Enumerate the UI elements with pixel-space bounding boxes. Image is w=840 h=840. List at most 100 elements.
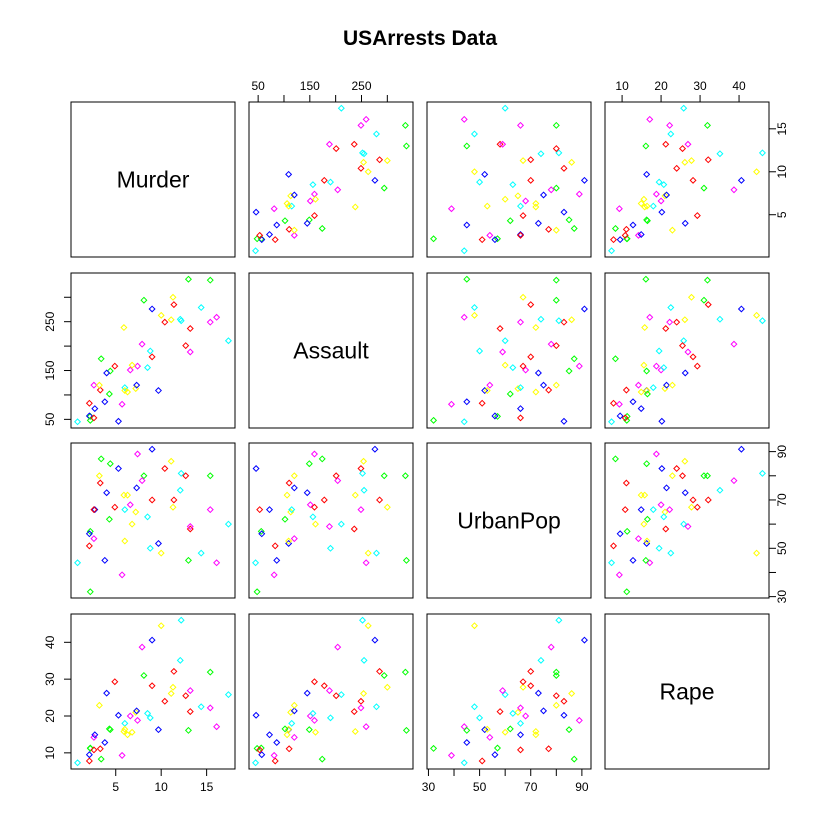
- point: [357, 506, 365, 514]
- point: [634, 535, 642, 543]
- point: [463, 221, 471, 229]
- point: [517, 202, 525, 210]
- point: [380, 671, 388, 679]
- point: [522, 712, 530, 720]
- point: [460, 418, 468, 426]
- point: [124, 388, 132, 396]
- point: [447, 400, 455, 408]
- point: [460, 247, 468, 255]
- point: [360, 457, 368, 465]
- point: [305, 460, 313, 468]
- point: [285, 479, 293, 487]
- point: [350, 708, 358, 716]
- point: [519, 293, 527, 301]
- x-tick-label: 30: [422, 780, 436, 794]
- point: [144, 513, 152, 521]
- point: [501, 728, 509, 736]
- point: [303, 689, 311, 697]
- point: [305, 216, 313, 224]
- point: [169, 683, 177, 691]
- point: [716, 150, 724, 158]
- point: [662, 525, 670, 533]
- point: [663, 191, 671, 199]
- point: [95, 472, 103, 480]
- point: [376, 667, 384, 675]
- point: [506, 725, 514, 733]
- point: [568, 316, 576, 324]
- point: [310, 190, 318, 198]
- point: [660, 364, 668, 372]
- point: [103, 689, 111, 697]
- point: [611, 355, 619, 363]
- point: [285, 202, 293, 210]
- point: [121, 384, 129, 392]
- point: [649, 506, 657, 514]
- point: [545, 386, 553, 394]
- point: [120, 324, 128, 332]
- point: [148, 682, 156, 690]
- point: [270, 571, 278, 579]
- point: [96, 745, 104, 753]
- y-tick-label: 50: [43, 412, 57, 426]
- point: [182, 472, 190, 480]
- point: [197, 304, 205, 312]
- point: [148, 305, 156, 313]
- point: [615, 571, 623, 579]
- point: [668, 381, 676, 389]
- point: [186, 325, 194, 333]
- point: [519, 683, 527, 691]
- point: [509, 364, 517, 372]
- point: [616, 236, 624, 244]
- point: [360, 486, 368, 494]
- point: [86, 527, 94, 535]
- point: [641, 491, 649, 499]
- point: [106, 367, 114, 375]
- point: [758, 149, 766, 157]
- point: [730, 477, 738, 485]
- chart-title: USArrests Data: [343, 27, 497, 50]
- point: [114, 417, 122, 425]
- y-tick-label: 10: [775, 165, 789, 179]
- point: [290, 535, 298, 543]
- point: [186, 687, 194, 695]
- point: [737, 305, 745, 313]
- point: [306, 501, 314, 509]
- point: [514, 708, 522, 716]
- point: [182, 692, 190, 700]
- point: [687, 293, 695, 301]
- point: [303, 489, 311, 497]
- point: [337, 691, 345, 699]
- point: [481, 387, 489, 395]
- point: [128, 520, 136, 528]
- point: [532, 324, 540, 332]
- point: [700, 184, 708, 192]
- point: [311, 195, 320, 203]
- point: [758, 469, 766, 477]
- diag-label-murder: Murder: [117, 167, 190, 193]
- point: [106, 460, 114, 468]
- point: [547, 186, 555, 194]
- point: [154, 387, 162, 395]
- point: [514, 192, 522, 200]
- point: [252, 759, 260, 767]
- point: [430, 416, 438, 424]
- point: [360, 158, 368, 166]
- point: [534, 689, 542, 697]
- x-tick-label: 40: [732, 79, 746, 93]
- x-tick-label: 150: [300, 79, 320, 93]
- point: [371, 445, 379, 453]
- point: [85, 399, 93, 407]
- point: [364, 168, 372, 176]
- point: [121, 506, 129, 514]
- point: [545, 745, 553, 753]
- point: [668, 226, 676, 234]
- point: [148, 496, 156, 504]
- point: [320, 682, 328, 690]
- point: [637, 405, 645, 413]
- point: [95, 701, 103, 709]
- point: [463, 739, 471, 747]
- point: [660, 513, 668, 521]
- point: [700, 472, 708, 480]
- point: [730, 186, 738, 194]
- point: [105, 390, 113, 398]
